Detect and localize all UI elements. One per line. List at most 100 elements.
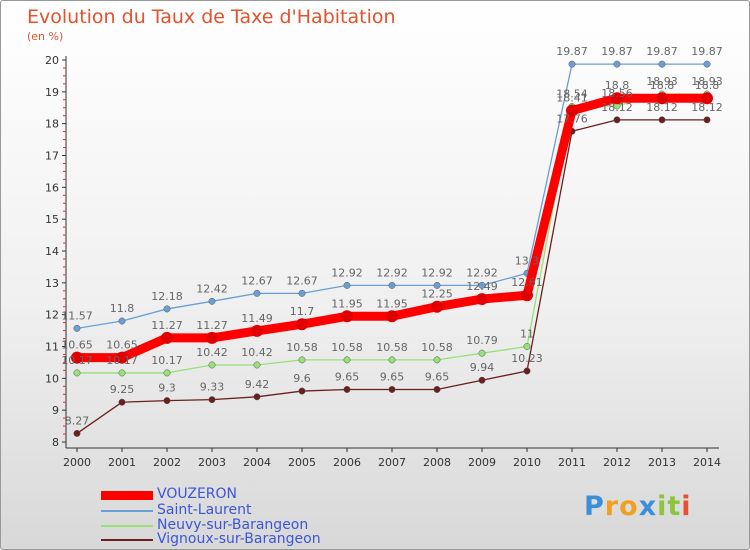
data-point [478, 281, 486, 289]
data-point [388, 386, 396, 393]
y-tick-label: 12 [45, 309, 59, 322]
data-label: 12.67 [241, 274, 273, 287]
data-point [611, 92, 623, 105]
data-label: 10.65 [61, 339, 93, 352]
data-point [73, 324, 81, 332]
data-label: 10.58 [331, 341, 363, 354]
data-label: 12.42 [196, 282, 228, 295]
data-point [251, 324, 263, 337]
y-tick-label: 19 [45, 86, 59, 99]
x-tick-label: 2006 [333, 456, 361, 469]
data-label: 11.8 [110, 302, 135, 315]
x-tick-label: 2002 [153, 456, 181, 469]
data-label: 11.7 [290, 305, 315, 318]
y-tick-label: 20 [45, 54, 59, 67]
logo-letter: i [657, 491, 668, 522]
data-point [208, 361, 216, 369]
data-label: 8.27 [65, 414, 90, 427]
data-point [118, 369, 126, 377]
data-label: 10.17 [61, 354, 93, 367]
data-label: 9.65 [335, 370, 360, 383]
y-tick-label: 17 [45, 150, 59, 163]
logo-letter: r [604, 491, 620, 522]
data-label: 18.8 [695, 79, 720, 92]
data-point [433, 386, 441, 393]
data-label: 12.67 [286, 274, 318, 287]
data-label: 12.92 [376, 266, 408, 279]
data-label: 10.17 [106, 354, 138, 367]
data-label: 9.33 [200, 381, 225, 394]
data-label: 12.92 [421, 266, 453, 279]
data-label: 18.56 [601, 87, 633, 100]
data-point [433, 356, 441, 364]
data-point [701, 92, 713, 105]
x-tick-label: 2011 [558, 456, 586, 469]
data-point [298, 356, 306, 364]
data-label: 10.17 [151, 354, 183, 367]
data-point [476, 293, 488, 306]
data-point [613, 116, 621, 124]
data-label: 11 [520, 328, 534, 341]
data-point [478, 376, 486, 384]
legend-label: Saint-Laurent [157, 502, 252, 518]
data-point [478, 349, 486, 357]
data-label: 18.8 [650, 79, 675, 92]
data-point [703, 116, 711, 124]
data-label: 12.92 [466, 266, 498, 279]
data-point [388, 281, 396, 289]
x-tick-label: 2009 [468, 456, 496, 469]
data-point [118, 398, 126, 406]
y-tick-label: 14 [45, 245, 59, 258]
data-point [431, 300, 443, 313]
y-tick-label: 16 [45, 181, 59, 194]
data-label: 9.94 [470, 361, 495, 374]
x-tick-label: 2001 [108, 456, 136, 469]
data-label: 10.23 [511, 352, 543, 365]
data-label: 10.65 [106, 339, 138, 352]
data-label: 18.41 [556, 92, 588, 105]
data-label: 19.87 [601, 45, 633, 58]
data-label: 19.87 [646, 45, 678, 58]
data-label: 19.87 [556, 45, 588, 58]
data-label: 11.27 [151, 319, 183, 332]
data-label: 11.95 [376, 297, 408, 310]
data-point [343, 356, 351, 364]
series-layer [71, 60, 713, 437]
y-tick-label: 11 [45, 341, 59, 354]
data-label: 9.65 [425, 370, 450, 383]
data-label: 18.93 [691, 75, 723, 88]
data-label: 12.61 [511, 276, 543, 289]
logo-letter: i [681, 491, 692, 522]
x-tick-label: 2005 [288, 456, 316, 469]
data-point [163, 369, 171, 377]
x-tick-label: 2008 [423, 456, 451, 469]
data-point [116, 351, 128, 364]
data-point [703, 60, 711, 68]
data-point [253, 361, 261, 369]
data-point [163, 397, 171, 405]
legend-swatch [101, 525, 153, 527]
data-label: 19.87 [691, 45, 723, 58]
data-label: 18.8 [605, 79, 630, 92]
x-tick-label: 2004 [243, 456, 271, 469]
data-point [386, 310, 398, 323]
data-label: 9.6 [293, 372, 311, 385]
data-point [523, 343, 531, 350]
data-point [566, 104, 578, 117]
x-tick-label: 2013 [648, 456, 676, 469]
legend-swatch [101, 490, 153, 500]
data-label: 18.12 [691, 101, 723, 114]
data-label: 18.93 [646, 75, 678, 88]
data-label: 12.49 [466, 280, 498, 293]
data-label: 18.12 [601, 101, 633, 114]
data-point [343, 386, 351, 393]
data-label: 13.3 [515, 254, 540, 267]
data-point [71, 351, 83, 364]
data-label: 17.76 [556, 112, 588, 125]
x-tick-label: 2010 [513, 456, 541, 469]
data-point [388, 356, 396, 364]
data-point [298, 387, 306, 395]
data-label: 9.25 [110, 383, 135, 396]
data-point [118, 317, 126, 325]
